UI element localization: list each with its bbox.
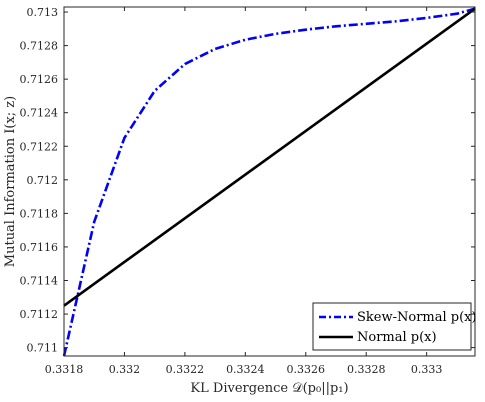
plot-frame: [63, 6, 476, 357]
x-tick-label: 0.332: [109, 363, 141, 376]
x-tick-label: 0.3318: [45, 363, 84, 376]
x-tick-label: 0.3322: [166, 363, 205, 376]
x-tick-label: 0.333: [411, 363, 443, 376]
tick-labels: 0.3318 0.332 0.3322 0.3324 0.3326 0.3328 0.333…: [20, 6, 443, 376]
plot-lines: [62, 7, 476, 357]
series-line-normal: [63, 7, 476, 307]
x-axis-label: KL Divergence 𝒟(p₀||p₁): [190, 381, 348, 396]
y-tick-label: 0.7114: [20, 274, 59, 287]
y-tick-label: 0.711: [27, 342, 59, 355]
axis-ticks: [63, 7, 475, 356]
y-tick-label: 0.7122: [20, 140, 59, 153]
series-line-skew-normal: [62, 7, 476, 357]
y-tick-label: 0.7126: [20, 73, 59, 86]
legend-label-skew-normal: Skew-Normal p(x): [357, 310, 477, 325]
y-axis-label: Mutual Information I(x; z): [3, 96, 18, 267]
y-tick-label: 0.712: [27, 174, 59, 187]
legend-label-normal: Normal p(x): [357, 330, 437, 345]
legend: Skew-Normal p(x) Normal p(x): [312, 302, 477, 351]
y-tick-label: 0.713: [27, 6, 59, 19]
x-tick-label: 0.3326: [287, 363, 326, 376]
y-tick-label: 0.7128: [20, 40, 59, 53]
y-tick-label: 0.7118: [20, 207, 59, 220]
y-tick-label: 0.7116: [20, 241, 59, 254]
x-tick-label: 0.3328: [347, 363, 386, 376]
y-tick-label: 0.7112: [20, 308, 59, 321]
legend-box: [312, 302, 472, 351]
y-tick-label: 0.7124: [20, 107, 59, 120]
x-tick-label: 0.3324: [226, 363, 265, 376]
